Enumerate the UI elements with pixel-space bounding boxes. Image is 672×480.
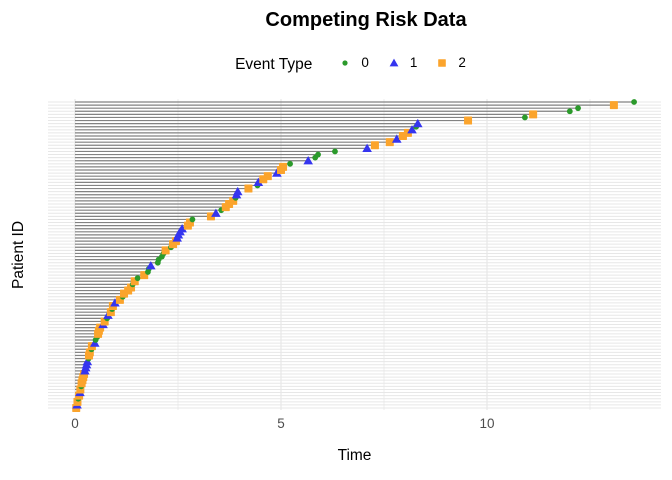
event-marker-circle (575, 105, 581, 112)
y-axis-title: Patient ID (10, 220, 27, 289)
event-marker-square (464, 116, 473, 125)
event-marker-circle (189, 216, 196, 223)
event-marker-circle (315, 151, 321, 158)
event-marker-square (279, 162, 288, 171)
legend-entry-label: 2 (458, 55, 466, 70)
x-tick-label: 5 (277, 416, 285, 431)
legend-key-square-icon (438, 58, 447, 67)
legend-entry: 1 (385, 55, 418, 71)
legend-entries: 0 1 2 (328, 55, 474, 76)
event-marker-square (370, 141, 379, 150)
event-marker-triangle (362, 143, 372, 152)
event-marker-circle (134, 275, 141, 282)
event-marker-square (263, 172, 272, 181)
legend: Event Type 0 1 2 (48, 53, 661, 77)
event-marker-triangle (211, 208, 221, 217)
event-marker-triangle (272, 168, 282, 177)
event-marker-triangle (412, 118, 423, 128)
event-marker-triangle (253, 177, 264, 186)
event-marker-triangle (146, 261, 156, 270)
event-marker-square (161, 246, 170, 255)
event-marker-square (609, 101, 618, 110)
legend-entry: 0 (336, 55, 369, 71)
event-marker-square (385, 138, 394, 147)
legend-entry-label: 1 (409, 55, 418, 70)
event-marker-circle (566, 108, 573, 115)
event-marker-circle (332, 148, 338, 155)
legend-entry-label: 0 (361, 55, 369, 70)
event-marker-triangle (391, 134, 402, 143)
legend-key-circle-icon (342, 59, 348, 66)
legend-key-triangle-icon (389, 58, 399, 66)
legend-title: Event Type (235, 56, 313, 73)
event-marker-triangle (407, 125, 417, 134)
event-marker-triangle (177, 224, 187, 233)
event-marker-circle (522, 114, 528, 121)
event-marker-square (244, 184, 253, 193)
event-marker-square (529, 110, 538, 119)
event-marker-circle (287, 160, 293, 167)
event-marker-triangle (232, 186, 243, 196)
x-tick-label: 0 (71, 416, 79, 431)
event-marker-triangle (110, 298, 120, 307)
chart-title: Competing Risk Data (265, 9, 467, 31)
event-marker-circle (631, 99, 637, 105)
x-tick-label: 10 (479, 416, 495, 431)
event-marker-triangle (303, 156, 313, 165)
legend-entry: 2 (433, 55, 466, 71)
x-axis-title: Time (337, 447, 372, 464)
